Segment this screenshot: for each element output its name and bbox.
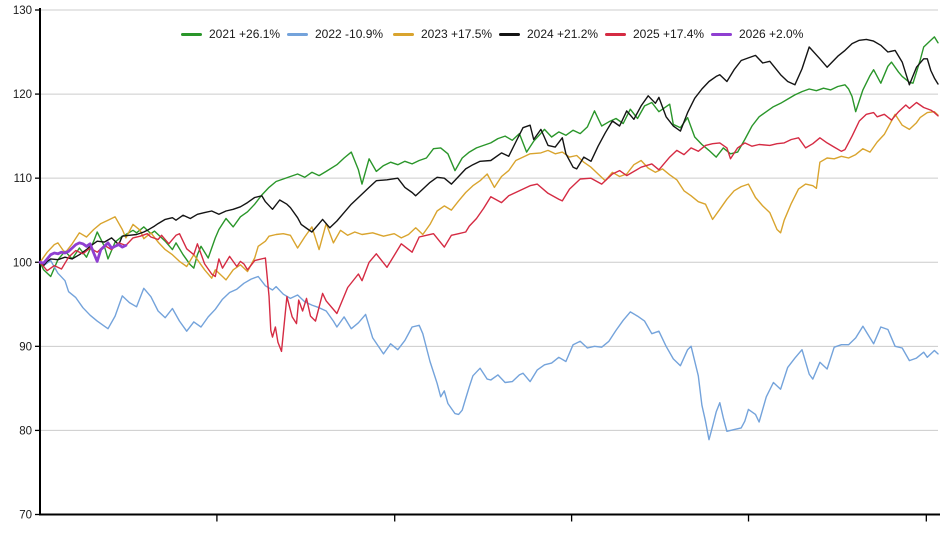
y-axis-label: 110 <box>14 173 32 185</box>
chart-legend: 2021 +26.1% 2022 -10.9% 2023 +17.5% 2024 +2… <box>181 27 817 41</box>
legend-swatch-2025 <box>605 32 626 36</box>
series-line-2025 <box>39 101 939 353</box>
legend-item-2025[interactable]: 2025 +17.4% <box>605 27 711 41</box>
legend-label-2023: 2023 +17.5% <box>421 27 493 41</box>
legend-swatch-2023 <box>393 32 414 36</box>
series-line-2026 <box>38 241 128 265</box>
gridlines <box>40 9 938 431</box>
legend-label-2026: 2026 +2.0% <box>739 27 804 41</box>
y-axis-label: 120 <box>13 89 32 101</box>
y-axis-labels: 130 120 110 100 90 80 70 <box>13 5 32 522</box>
legend-swatch-2024 <box>499 32 520 36</box>
y-axis-label: 70 <box>19 510 32 522</box>
y-axis-label: 90 <box>19 341 32 353</box>
legend-label-2022: 2022 -10.9% <box>315 27 384 41</box>
series-line-2021 <box>39 36 939 278</box>
legend-swatch-2021 <box>181 32 202 36</box>
y-axis-label: 100 <box>13 257 32 269</box>
legend-label-2024: 2024 +21.2% <box>527 27 599 41</box>
series-line-2023 <box>39 110 939 281</box>
series-line-2024 <box>39 38 939 267</box>
legend-item-2022[interactable]: 2022 -10.9% <box>287 27 393 41</box>
legend-item-2026[interactable]: 2026 +2.0% <box>711 27 817 41</box>
legend-item-2023[interactable]: 2023 +17.5% <box>393 27 499 41</box>
legend-label-2021: 2021 +26.1% <box>209 27 281 41</box>
legend-swatch-2026 <box>711 32 732 36</box>
series-lines <box>38 36 939 441</box>
y-axis-label: 80 <box>19 425 32 437</box>
series-line-2022 <box>39 259 939 441</box>
legend-label-2025: 2025 +17.4% <box>633 27 705 41</box>
y-axis-label: 130 <box>13 5 32 17</box>
legend-item-2024[interactable]: 2024 +21.2% <box>499 27 605 41</box>
legend-swatch-2022 <box>287 32 308 36</box>
legend-item-2021[interactable]: 2021 +26.1% <box>181 27 287 41</box>
axes <box>35 8 940 522</box>
